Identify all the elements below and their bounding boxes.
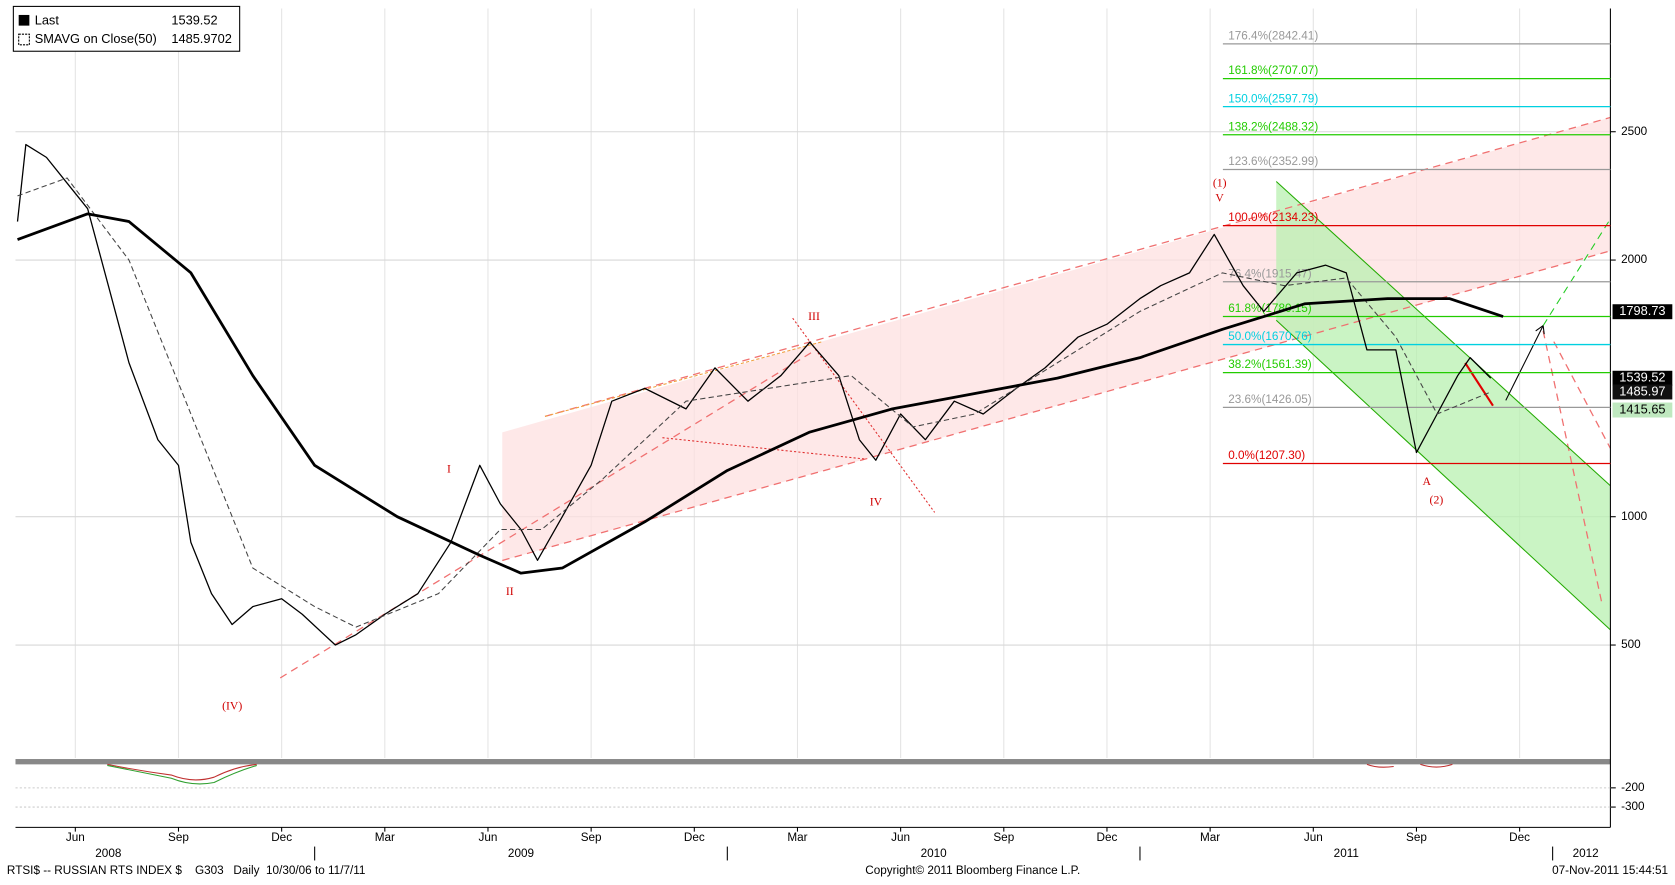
x-tick-label: Mar [375,831,395,844]
legend-value: 1539.52 [171,13,217,28]
year-label: 2009 [508,847,534,860]
legend [12,5,241,52]
projection-down-2 [1553,341,1611,449]
series-line [17,177,1491,628]
footer-left: RTSI$ -- RUSSIAN RTS INDEX $ G303 Daily … [7,864,365,877]
x-tick-label: Jun [66,831,85,844]
legend-value: 1485.9702 [171,31,232,46]
wave-label: V [1215,191,1224,204]
red-arrow [1464,362,1494,407]
support-line [279,351,813,679]
series-line [16,143,1492,646]
fib-label: 0.0%(1207.30) [1228,449,1305,462]
wave-label: (1) [1213,176,1227,189]
y-tick-label: -300 [1621,800,1645,813]
year-label: 2010 [921,847,948,860]
panel-divider [15,759,1611,765]
x-tick-label: Dec [1509,831,1530,844]
x-tick-label: Sep [1406,831,1427,844]
price-label: 1415.65 [1619,401,1665,416]
price-box [1612,370,1673,386]
fib-label: 123.6%(2352.99) [1228,155,1318,168]
year-label: 2008 [95,847,122,860]
green-projection [1542,218,1611,326]
x-tick-label: Dec [684,831,705,844]
footer-right: 07-Nov-2011 15:44:51 [1552,864,1668,877]
oscillator [1366,763,1453,768]
x-tick-label: Mar [787,831,807,844]
oscillator [107,763,257,781]
fib-label: 161.8%(2707.07) [1228,64,1318,77]
wave-label: III [808,310,820,323]
fib-label: 38.2%(1561.39) [1228,358,1312,371]
down-upper [1275,181,1611,487]
fib-label: 138.2%(2488.32) [1228,120,1318,133]
price-label: 1485.97 [1619,383,1665,398]
y-tick-label: 500 [1621,638,1641,651]
wave-label: (2) [1430,493,1444,506]
x-tick-label: Sep [168,831,189,844]
fib-label: 23.6%(1426.05) [1228,393,1312,406]
wave-label: IV [870,496,883,509]
wave-label: II [506,585,514,598]
price-box [1612,402,1673,418]
wave-label: I [447,462,451,475]
fib-label: 61.8%(1780.15) [1228,302,1312,315]
x-tick-label: Sep [993,831,1014,844]
channel-upper [544,116,1611,417]
legend-swatch [18,14,30,26]
footer-center: Copyright© 2011 Bloomberg Finance L.P. [865,864,1080,877]
fib-label: 76.4%(1915.47) [1228,267,1312,280]
price-box [1612,304,1673,320]
down-lower [1275,319,1611,631]
x-tick-label: Jun [479,831,498,844]
fib-label: 176.4%(2842.41) [1228,29,1318,42]
rising-channel [502,117,1611,561]
up-arrow [1505,325,1544,401]
wave-label: (IV) [222,699,242,712]
y-tick-label: 2500 [1621,125,1648,138]
fib-label: 150.0%(2597.79) [1228,92,1318,105]
legend-swatch [18,33,30,46]
year-label: 2011 [1334,847,1359,860]
x-tick-label: Dec [271,831,292,844]
legend-label: Last [35,13,60,28]
x-tick-label: Jun [1304,831,1323,844]
y-tick-label: -200 [1621,781,1645,794]
legend-label: SMAVG on Close(50) [35,31,157,46]
wave-label: A [1423,475,1432,488]
price-box [1612,384,1673,400]
series-line [17,212,1504,575]
trend-lines [279,116,1611,679]
projection-down [1542,330,1603,604]
year-label: 2012 [1573,847,1599,860]
fib-label: 50.0%(1670.76) [1228,330,1312,343]
y-tick-label: 1000 [1621,510,1648,523]
x-tick-label: Jun [891,831,910,844]
y-tick-label: 2000 [1621,253,1648,266]
fib-label: 100.0%(2134.23) [1228,211,1318,224]
price-label: 1798.73 [1619,303,1665,318]
x-tick-label: Mar [1200,831,1220,844]
x-tick-label: Sep [581,831,602,844]
x-tick-label: Dec [1097,831,1118,844]
oscillator [107,764,257,785]
channel-edges [1275,181,1611,631]
price-label: 1539.52 [1619,370,1665,385]
